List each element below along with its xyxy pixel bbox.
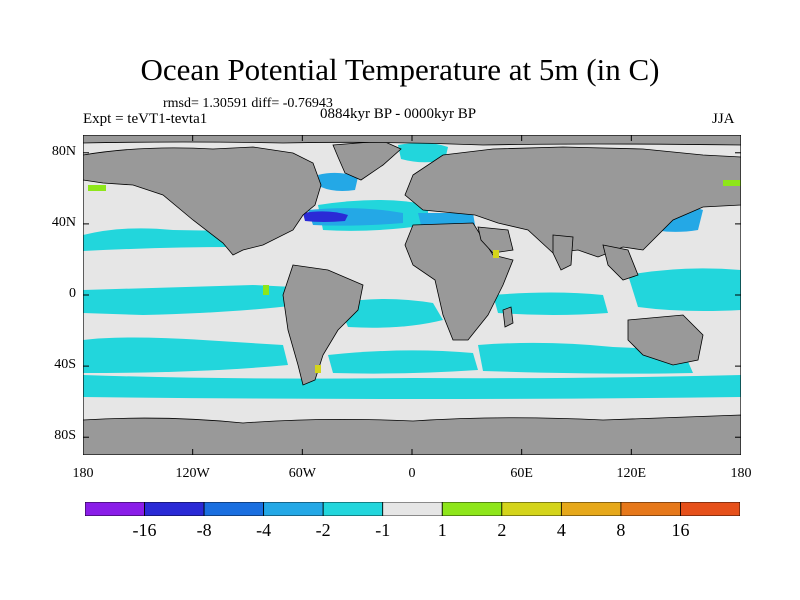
warm-anomaly-argentina bbox=[315, 365, 321, 373]
anomaly-regions bbox=[83, 142, 741, 399]
lat-tick-marks bbox=[83, 152, 741, 438]
anomaly-southern-ocean bbox=[83, 375, 741, 399]
anomaly-west-pacific bbox=[628, 268, 741, 311]
anomaly-pacific-equatorial bbox=[83, 285, 298, 315]
stats-text: rmsd= 1.30591 diff= -0.76943 bbox=[163, 96, 333, 111]
lat-label: 80N bbox=[51, 143, 76, 159]
colorbar-segment bbox=[560, 502, 622, 516]
anomaly-labrador bbox=[318, 172, 358, 191]
warm-anomaly-peru bbox=[263, 285, 269, 295]
colorbar bbox=[85, 502, 740, 516]
anomaly-atlantic-south bbox=[338, 299, 443, 328]
colorbar-label: -16 bbox=[132, 520, 157, 540]
period-text: 0884kyr BP - 0000kyr BP bbox=[320, 106, 477, 122]
land-australia bbox=[627, 314, 704, 366]
colorbar-segment bbox=[501, 502, 562, 516]
colorbar-segment bbox=[382, 502, 443, 516]
experiment-text: Expt = teVT1-tevta1 bbox=[83, 111, 208, 127]
lat-label: 0 bbox=[69, 286, 76, 301]
land-madagascar bbox=[502, 306, 514, 328]
colorbar-segment bbox=[203, 502, 265, 516]
map-title: Ocean Potential Temperature at 5m (in C) bbox=[140, 52, 660, 87]
colorbar-label: 1 bbox=[437, 520, 447, 540]
colorbar-label: -1 bbox=[375, 520, 391, 540]
land-north-america bbox=[83, 146, 322, 256]
colorbar-label: 8 bbox=[616, 520, 626, 540]
colorbar-label: -2 bbox=[315, 520, 331, 540]
lon-label: 120E bbox=[616, 466, 647, 481]
colorbar-segment bbox=[441, 502, 503, 516]
colorbar-label: 2 bbox=[497, 520, 507, 540]
colorbar-segment bbox=[680, 502, 740, 516]
lat-label: 80S bbox=[54, 428, 76, 444]
lon-label: 120W bbox=[175, 466, 210, 481]
colorbar-segment bbox=[620, 502, 681, 516]
season-text: JJA bbox=[712, 111, 735, 127]
land-southeast-asia bbox=[602, 244, 639, 281]
warm-anomaly-bering bbox=[88, 185, 106, 191]
warm-anomaly-nw-pacific bbox=[723, 180, 741, 186]
colorbar-segment bbox=[85, 502, 145, 516]
land-eurasia bbox=[404, 146, 741, 258]
anomaly-south-atlantic-band bbox=[328, 350, 478, 374]
lat-label: 40N bbox=[51, 214, 76, 230]
lon-label: 0 bbox=[408, 466, 416, 481]
colorbar-label: 16 bbox=[671, 520, 690, 540]
lat-label: 40S bbox=[54, 357, 76, 373]
lon-label: 60E bbox=[510, 466, 533, 481]
land-masses bbox=[83, 135, 741, 455]
lon-label: 60W bbox=[288, 466, 316, 481]
colorbar-segment bbox=[322, 502, 384, 516]
anomaly-mediterranean bbox=[418, 213, 475, 225]
anomaly-indian-equatorial bbox=[493, 292, 608, 315]
colorbar-label: 4 bbox=[556, 520, 566, 540]
anomaly-nordic-seas bbox=[398, 142, 448, 163]
lon-tick-marks bbox=[83, 135, 741, 455]
lon-label: 180 bbox=[72, 466, 94, 481]
warm-anomaly-red-sea bbox=[493, 250, 499, 258]
anomaly-pacific-south bbox=[83, 337, 288, 373]
colorbar-segment bbox=[263, 502, 324, 516]
land-antarctica bbox=[83, 414, 741, 455]
land-arabia bbox=[477, 226, 514, 254]
colorbar-label: -4 bbox=[256, 520, 272, 540]
colorbar-label: -8 bbox=[196, 520, 212, 540]
anomaly-pacific-north bbox=[83, 228, 233, 251]
warm-anomalies bbox=[88, 180, 741, 373]
colorbar-segment bbox=[144, 502, 205, 516]
land-india bbox=[552, 234, 574, 271]
anomaly-gulf-stream bbox=[303, 211, 348, 222]
lon-label: 180 bbox=[730, 466, 752, 481]
world-map bbox=[83, 135, 741, 455]
